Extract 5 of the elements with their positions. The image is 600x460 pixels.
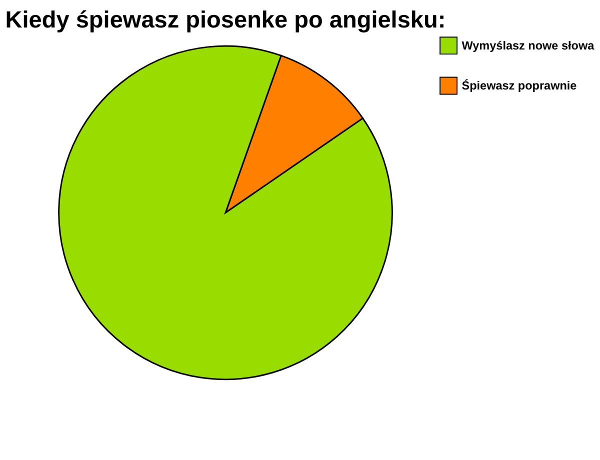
pie-slice: [224, 54, 364, 214]
pie-slice: [58, 45, 393, 380]
legend-label: Śpiewasz poprawnie: [462, 78, 578, 93]
legend-label: Wymyślasz nowe słowa: [462, 39, 595, 52]
chart-title: Kiedy śpiewasz piosenke po angielsku:: [5, 6, 446, 32]
